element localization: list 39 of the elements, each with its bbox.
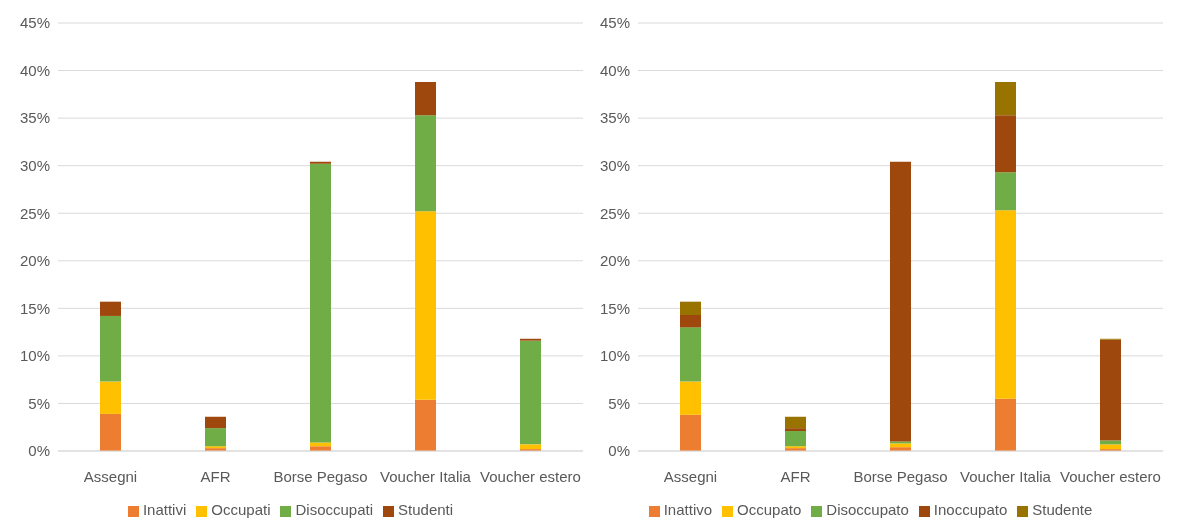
y-tick-label: 35% [19,109,50,127]
legend-label: Disoccupati [295,501,374,518]
y-tick-label: 15% [599,299,630,317]
x-tick-label: Voucher estero [1060,467,1161,485]
legend-label: Disoccupato [826,501,909,518]
y-tick-label: 0% [28,442,50,460]
x-tick-label: AFR [200,467,231,485]
legend-label: Studenti [398,501,454,518]
y-tick-label: 20% [599,252,630,270]
x-tick-label: Voucher Italia [960,467,1052,485]
y-tick-label: 20% [19,252,50,270]
x-tick-label: Assegni [83,467,138,485]
legend-label: Studente [1032,501,1093,518]
x-tick-label: Assegni [663,467,718,485]
y-tick-label: 45% [599,14,630,32]
y-tick-label: 15% [19,299,50,317]
x-tick-label: Voucher estero [480,467,581,485]
y-tick-label: 30% [19,156,50,174]
y-tick-label: 40% [19,61,50,79]
legend-label: Inattivo [663,501,713,518]
y-tick-label: 10% [19,347,50,365]
y-tick-label: 5% [608,394,630,412]
y-tick-label: 40% [599,61,630,79]
y-tick-label: 35% [599,109,630,127]
x-tick-label: AFR [780,467,811,485]
legend-label: Occupato [737,501,802,518]
y-tick-label: 25% [599,204,630,222]
legend-label: Inoccupato [933,501,1008,518]
y-tick-label: 25% [19,204,50,222]
x-tick-label: Borse Pegaso [853,467,948,485]
y-tick-label: 30% [599,156,630,174]
y-tick-label: 45% [19,14,50,32]
y-tick-label: 10% [599,347,630,365]
y-tick-label: 5% [28,394,50,412]
legend-label: Occupati [211,501,271,518]
legend-label: Inattivi [142,501,187,518]
x-tick-label: Borse Pegaso [273,467,368,485]
y-tick-label: 0% [608,442,630,460]
x-tick-label: Voucher Italia [380,467,472,485]
